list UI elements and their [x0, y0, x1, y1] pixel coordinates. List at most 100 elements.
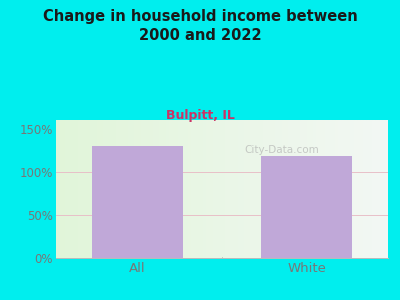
- Bar: [306, 120, 310, 258]
- Bar: [376, 120, 379, 258]
- Bar: [382, 120, 385, 258]
- Bar: [156, 120, 159, 258]
- Bar: [138, 120, 140, 258]
- Bar: [278, 120, 282, 258]
- Bar: [304, 120, 306, 258]
- Bar: [228, 120, 231, 258]
- Bar: [128, 120, 131, 258]
- Bar: [266, 120, 269, 258]
- Text: City-Data.com: City-Data.com: [244, 146, 319, 155]
- Bar: [87, 120, 90, 258]
- Bar: [310, 120, 313, 258]
- Bar: [172, 120, 175, 258]
- Bar: [319, 120, 322, 258]
- Bar: [253, 120, 256, 258]
- Bar: [313, 120, 316, 258]
- Bar: [347, 120, 350, 258]
- Bar: [322, 120, 325, 258]
- Bar: [178, 120, 181, 258]
- Bar: [216, 120, 219, 258]
- Bar: [175, 120, 178, 258]
- Bar: [181, 120, 184, 258]
- Bar: [194, 120, 197, 258]
- Bar: [366, 120, 369, 258]
- Bar: [262, 156, 352, 258]
- Bar: [144, 120, 147, 258]
- Bar: [94, 120, 97, 258]
- Bar: [222, 120, 225, 258]
- Bar: [188, 120, 191, 258]
- Bar: [210, 120, 213, 258]
- Bar: [260, 120, 263, 258]
- Bar: [134, 120, 138, 258]
- Bar: [272, 120, 275, 258]
- Bar: [191, 120, 194, 258]
- Bar: [62, 120, 65, 258]
- Bar: [81, 120, 84, 258]
- Bar: [72, 120, 75, 258]
- Bar: [184, 120, 188, 258]
- Bar: [338, 120, 341, 258]
- Bar: [282, 120, 285, 258]
- Bar: [397, 120, 400, 258]
- Bar: [269, 120, 272, 258]
- Bar: [372, 120, 376, 258]
- Bar: [291, 120, 294, 258]
- Bar: [140, 120, 144, 258]
- Bar: [84, 120, 87, 258]
- Bar: [106, 120, 109, 258]
- Bar: [112, 120, 116, 258]
- Bar: [97, 120, 100, 258]
- Bar: [341, 120, 344, 258]
- Bar: [159, 120, 162, 258]
- Bar: [219, 120, 222, 258]
- Bar: [231, 120, 234, 258]
- Bar: [153, 120, 156, 258]
- Bar: [388, 120, 391, 258]
- Bar: [357, 120, 360, 258]
- Bar: [294, 120, 297, 258]
- Bar: [78, 120, 81, 258]
- Bar: [288, 120, 291, 258]
- Bar: [379, 120, 382, 258]
- Bar: [332, 120, 335, 258]
- Bar: [263, 120, 266, 258]
- Bar: [100, 120, 103, 258]
- Bar: [394, 120, 397, 258]
- Bar: [162, 120, 166, 258]
- Bar: [103, 120, 106, 258]
- Bar: [169, 120, 172, 258]
- Bar: [90, 120, 94, 258]
- Bar: [109, 120, 112, 258]
- Bar: [166, 120, 169, 258]
- Bar: [363, 120, 366, 258]
- Bar: [68, 120, 72, 258]
- Bar: [391, 120, 394, 258]
- Bar: [131, 120, 134, 258]
- Bar: [350, 120, 354, 258]
- Bar: [285, 120, 288, 258]
- Bar: [225, 120, 228, 258]
- Text: Bulpitt, IL: Bulpitt, IL: [166, 110, 234, 122]
- Bar: [200, 120, 203, 258]
- Bar: [360, 120, 363, 258]
- Bar: [75, 120, 78, 258]
- Bar: [197, 120, 200, 258]
- Bar: [316, 120, 319, 258]
- Bar: [122, 120, 125, 258]
- Bar: [354, 120, 357, 258]
- Bar: [206, 120, 210, 258]
- Bar: [213, 120, 216, 258]
- Bar: [256, 120, 260, 258]
- Bar: [234, 120, 238, 258]
- Bar: [238, 120, 241, 258]
- Bar: [92, 146, 182, 258]
- Bar: [247, 120, 250, 258]
- Bar: [328, 120, 332, 258]
- Bar: [147, 120, 150, 258]
- Bar: [119, 120, 122, 258]
- Bar: [385, 120, 388, 258]
- Bar: [250, 120, 253, 258]
- Bar: [300, 120, 304, 258]
- Bar: [344, 120, 347, 258]
